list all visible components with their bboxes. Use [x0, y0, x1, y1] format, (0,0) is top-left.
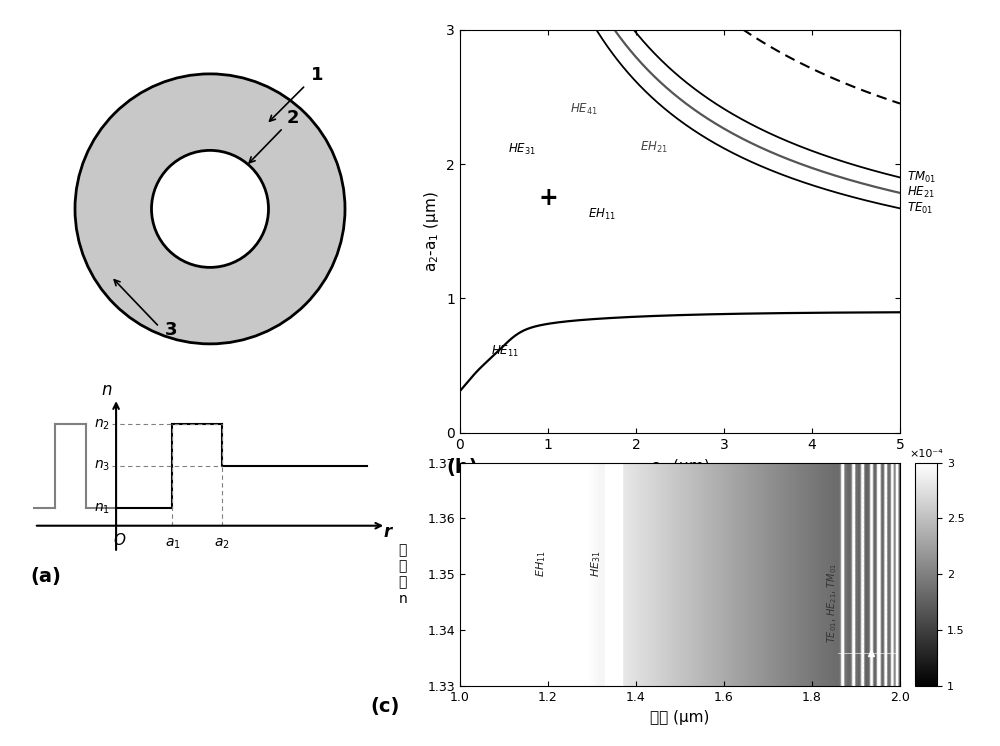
Text: 1: 1	[311, 66, 324, 84]
Text: (a): (a)	[30, 567, 61, 586]
Text: (c): (c)	[370, 698, 399, 716]
Text: $EH_{11}$: $EH_{11}$	[534, 550, 548, 577]
Circle shape	[75, 74, 345, 344]
Text: $n_1$: $n_1$	[94, 501, 110, 515]
Text: $n$: $n$	[101, 381, 112, 399]
X-axis label: 波长 (μm): 波长 (μm)	[650, 709, 710, 724]
Text: $n_2$: $n_2$	[94, 417, 110, 431]
Title: ×10⁻⁴: ×10⁻⁴	[909, 449, 943, 459]
Text: $a_2$: $a_2$	[214, 537, 230, 551]
Y-axis label: a$_2$-a$_1$ (μm): a$_2$-a$_1$ (μm)	[422, 191, 441, 272]
Text: $TM_{01}$: $TM_{01}$	[907, 170, 936, 185]
Text: $n_3$: $n_3$	[94, 459, 110, 473]
Text: $TE_{01}$, $HE_{21}$, $TM_{01}$: $TE_{01}$, $HE_{21}$, $TM_{01}$	[825, 562, 839, 642]
X-axis label: a$_1$ (μm): a$_1$ (μm)	[651, 457, 709, 476]
Text: r: r	[384, 523, 392, 542]
Text: $TE_{01}$: $TE_{01}$	[907, 201, 933, 216]
Text: $a_1$: $a_1$	[165, 537, 180, 551]
Circle shape	[152, 151, 268, 267]
Text: $O$: $O$	[113, 532, 126, 548]
Text: (b): (b)	[447, 458, 478, 477]
Text: $HE_{11}$: $HE_{11}$	[491, 344, 519, 359]
Text: $HE_{41}$: $HE_{41}$	[570, 102, 598, 117]
Text: 3: 3	[165, 321, 178, 339]
Text: $HE_{31}$: $HE_{31}$	[508, 142, 536, 157]
Text: $HE_{21}$: $HE_{21}$	[907, 185, 935, 201]
Y-axis label: 折
射
率
n: 折 射 率 n	[398, 543, 407, 606]
Text: 2: 2	[287, 110, 299, 128]
Text: $EH_{11}$: $EH_{11}$	[588, 207, 616, 222]
Text: $EH_{21}$: $EH_{21}$	[640, 140, 668, 154]
Text: $HE_{31}$: $HE_{31}$	[590, 550, 603, 577]
Text: +: +	[538, 186, 558, 210]
